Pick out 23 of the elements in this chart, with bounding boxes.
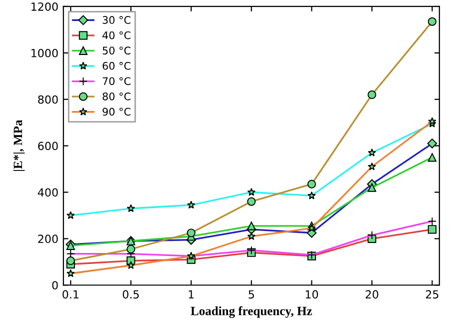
y-tick-label: 0 [52, 281, 58, 290]
x-tick-label: 10 [306, 290, 318, 299]
x-axis-title: Loading frequency, Hz [190, 306, 312, 318]
y-tick-label: 200 [38, 234, 58, 244]
x-tick-label: 20 [366, 290, 378, 299]
x-tick-label: 5 [248, 290, 254, 299]
legend-label: 60 °C [102, 62, 130, 70]
legend-label: 30 °C [102, 16, 130, 24]
legend-label: 40 °C [102, 31, 130, 40]
legend-label: 80 °C [102, 92, 130, 100]
legend-label: 70 °C [102, 77, 130, 86]
y-tick-label: 600 [38, 142, 58, 150]
y-axis-title: |E*|, MPa [13, 120, 25, 171]
legend-label: 90 °C [102, 108, 130, 116]
x-tick-label: 1 [188, 290, 194, 298]
y-tick-label: 400 [38, 188, 58, 197]
x-tick-label: 25 [426, 290, 438, 299]
legend-label: 50 °C [102, 46, 130, 54]
y-tick-label: 800 [38, 95, 58, 104]
y-tick-label: 1200 [32, 2, 58, 11]
x-tick-label: 0.5 [122, 290, 139, 299]
y-tick-label: 1000 [32, 48, 58, 58]
x-tick-label: 0.1 [62, 290, 78, 299]
